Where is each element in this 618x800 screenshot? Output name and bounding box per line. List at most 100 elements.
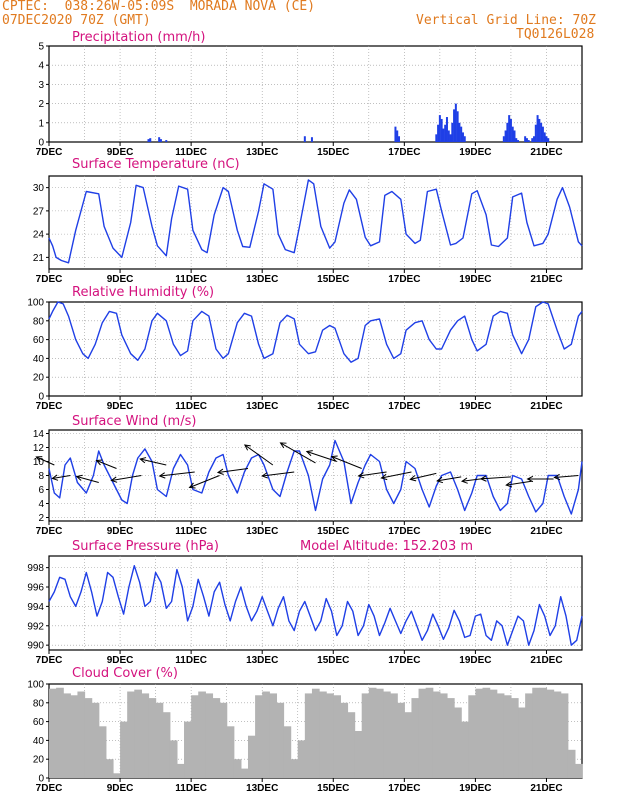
- wind-arrow: [358, 471, 387, 477]
- precipitation-ytick-label: 5: [38, 42, 44, 53]
- wind-xtick-label: 15DEC: [317, 526, 349, 537]
- cloud-bar: [63, 693, 71, 778]
- cloud-bar: [56, 687, 64, 778]
- wind-arrow: [480, 476, 511, 480]
- pressure-subtitle: Model Altitude: 152.203 m: [300, 539, 473, 554]
- wind-arrowhead: [139, 457, 147, 464]
- wind-xtick-label: 11DEC: [175, 526, 207, 537]
- wind-ytick-label: 12: [33, 443, 45, 454]
- wind-arrow: [96, 460, 117, 469]
- wind-ytick-label: 10: [33, 457, 45, 468]
- wind-arrow: [381, 471, 412, 479]
- temperature-ytick-label: 30: [33, 183, 45, 194]
- humidity-xtick-label: 17DEC: [388, 401, 420, 412]
- wind-arrow: [52, 475, 71, 479]
- wind-arrowhead: [380, 473, 388, 481]
- precip-bar: [533, 136, 536, 142]
- cloud-bar: [454, 707, 462, 778]
- wind-arrow: [159, 471, 195, 477]
- precip-bar: [509, 118, 512, 142]
- wind-arrow: [140, 458, 167, 466]
- humidity-xtick-label: 9DEC: [107, 401, 134, 412]
- precip-bar: [513, 130, 516, 142]
- wind-arrowhead: [330, 455, 338, 462]
- cloud-bar: [184, 721, 192, 778]
- precip-bar: [515, 138, 518, 142]
- wind-arrow: [76, 476, 99, 483]
- precip-bar: [444, 124, 447, 142]
- wind-line: [48, 439, 583, 515]
- cloud-bar: [77, 691, 86, 778]
- pressure-ytick-label: 996: [27, 583, 44, 594]
- wind-arrow: [244, 444, 274, 466]
- wind-arrowhead: [460, 477, 468, 484]
- humidity-ytick-label: 100: [27, 298, 44, 309]
- wind-xtick-label: 17DEC: [388, 526, 420, 537]
- cloud-bar: [532, 687, 540, 778]
- cloud-bar: [333, 695, 341, 778]
- pressure-xtick-label: 17DEC: [388, 655, 420, 666]
- pressure-xtick-label: 13DEC: [246, 655, 278, 666]
- cloud-cover-xtick-label: 11DEC: [175, 783, 207, 794]
- precip-bar: [461, 132, 464, 142]
- wind-arrowhead: [479, 475, 487, 482]
- pressure-ytick-label: 994: [27, 602, 44, 613]
- cloud-bar: [49, 688, 57, 778]
- cloud-bar: [439, 693, 448, 778]
- wind-xtick-label: 13DEC: [246, 526, 278, 537]
- cloud-cover-ytick-label: 0: [38, 774, 44, 785]
- humidity-ytick-label: 0: [38, 392, 44, 403]
- wind-arrowhead: [505, 481, 513, 488]
- cloud-cover-title: Cloud Cover (%): [72, 666, 178, 681]
- cloud-bar: [155, 702, 164, 778]
- precip-bar: [398, 136, 401, 142]
- cloud-bar: [148, 698, 157, 778]
- precip-bar: [534, 124, 537, 142]
- wind-ytick-label: 2: [38, 513, 44, 524]
- temperature-xtick-label: 19DEC: [459, 274, 491, 285]
- cloud-bar: [304, 693, 313, 778]
- cloud-bar: [390, 693, 398, 778]
- cloud-bar: [84, 698, 93, 778]
- cloud-bar: [105, 759, 114, 778]
- wind-ytick-label: 14: [33, 429, 45, 440]
- wind-arrowhead: [51, 474, 59, 481]
- cloud-bar: [425, 687, 434, 778]
- precipitation-xtick-label: 9DEC: [107, 147, 134, 158]
- wind-ytick-label: 4: [38, 499, 44, 510]
- precip-bar: [463, 136, 466, 142]
- precip-bar: [396, 130, 399, 142]
- humidity-xtick-label: 21DEC: [530, 401, 562, 412]
- wind-arrow: [217, 468, 249, 473]
- precip-bar: [540, 122, 543, 142]
- cloud-bar: [404, 712, 413, 778]
- pressure-ytick-label: 990: [27, 641, 44, 652]
- precip-bar: [158, 137, 161, 142]
- precipitation-xtick-label: 13DEC: [246, 147, 278, 158]
- pressure-ytick-label: 992: [27, 621, 44, 632]
- wind-arrowhead: [95, 459, 103, 466]
- cloud-bar: [560, 693, 569, 778]
- cloud-bar: [475, 688, 484, 778]
- wind-arrowhead: [158, 472, 166, 479]
- cloud-bar: [276, 702, 285, 778]
- temperature-ytick-label: 21: [33, 253, 45, 264]
- cloud-bar: [375, 688, 384, 778]
- precip-bar: [460, 126, 463, 142]
- header-station: CPTEC: 038:26W-05:09S MORADA NOVA (CE): [2, 0, 316, 14]
- cloud-cover-xtick-label: 21DEC: [530, 783, 562, 794]
- humidity-xtick-label: 15DEC: [317, 401, 349, 412]
- wind-arrowhead: [409, 475, 417, 482]
- cloud-bar: [297, 740, 306, 778]
- precip-bar: [159, 139, 162, 142]
- cloud-bar: [134, 689, 142, 778]
- precip-bar: [442, 128, 445, 142]
- header-run-id: TQ0126L028: [516, 27, 595, 42]
- cloud-bar: [91, 702, 100, 778]
- cloud-bar: [283, 726, 292, 778]
- precip-bar: [447, 130, 450, 142]
- temperature-title: Surface Temperature (nC): [72, 157, 240, 172]
- cloud-bar: [141, 693, 150, 778]
- humidity-ytick-label: 20: [33, 373, 45, 384]
- cloud-cover-xtick-label: 17DEC: [388, 783, 420, 794]
